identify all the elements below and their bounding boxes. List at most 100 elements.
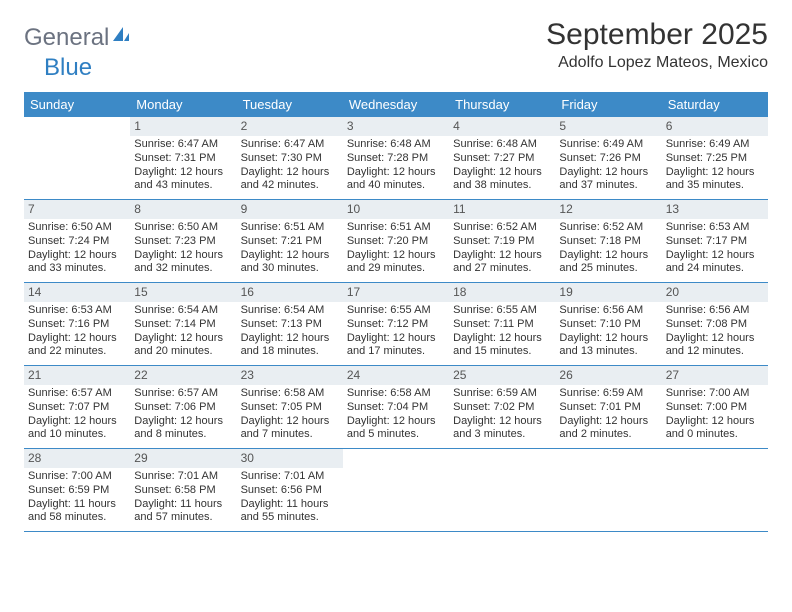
day-cell: 19Sunrise: 6:56 AMSunset: 7:10 PMDayligh…	[555, 283, 661, 365]
day-cell: 29Sunrise: 7:01 AMSunset: 6:58 PMDayligh…	[130, 449, 236, 531]
dow-cell: Friday	[555, 92, 661, 117]
day-number: 30	[237, 449, 343, 468]
daylight-line: Daylight: 12 hours and 12 minutes.	[666, 332, 764, 360]
sunrise-line: Sunrise: 6:52 AM	[559, 221, 657, 235]
daylight-line: Daylight: 12 hours and 18 minutes.	[241, 332, 339, 360]
day-number: 20	[662, 283, 768, 302]
day-cell: 16 Sunrise: 6:54 AMSunset: 7:13 PMDayligh…	[237, 283, 343, 365]
day-cell: 24Sunrise: 6:58 AMSunset: 7:04 PMDayligh…	[343, 366, 449, 448]
logo: General	[24, 24, 131, 52]
day-number: 19	[555, 283, 661, 302]
day-cell: 5Sunrise: 6:49 AMSunset: 7:26 PMDaylight…	[555, 117, 661, 199]
title-block: September 2025 Adolfo Lopez Mateos, Mexi…	[546, 18, 768, 72]
calendar-page: General September 2025 Adolfo Lopez Mate…	[0, 0, 792, 544]
sunset-line: Sunset: 7:05 PM	[241, 401, 339, 415]
sunset-line: Sunset: 7:19 PM	[453, 235, 551, 249]
sunset-line: Sunset: 7:12 PM	[347, 318, 445, 332]
day-cell: 27Sunrise: 7:00 AMSunset: 7:00 PMDayligh…	[662, 366, 768, 448]
sunset-line: Sunset: 7:00 PM	[666, 401, 764, 415]
day-cell: 26Sunrise: 6:59 AMSunset: 7:01 PMDayligh…	[555, 366, 661, 448]
daylight-line: Daylight: 12 hours and 5 minutes.	[347, 415, 445, 443]
sunset-line: Sunset: 7:21 PM	[241, 235, 339, 249]
dow-cell: Thursday	[449, 92, 555, 117]
sunrise-line: Sunrise: 6:57 AM	[134, 387, 232, 401]
day-number: 13	[662, 200, 768, 219]
sunrise-line: Sunrise: 6:54 AM	[134, 304, 232, 318]
day-cell: 14Sunrise: 6:53 AMSunset: 7:16 PMDayligh…	[24, 283, 130, 365]
day-number: 16	[237, 283, 343, 302]
day-cell: 4Sunrise: 6:48 AMSunset: 7:27 PMDaylight…	[449, 117, 555, 199]
day-cell: 18Sunrise: 6:55 AMSunset: 7:11 PMDayligh…	[449, 283, 555, 365]
day-cell: 28Sunrise: 7:00 AMSunset: 6:59 PMDayligh…	[24, 449, 130, 531]
sunset-line: Sunset: 7:28 PM	[347, 152, 445, 166]
day-cell: 1Sunrise: 6:47 AMSunset: 7:31 PMDaylight…	[130, 117, 236, 199]
sunrise-line: Sunrise: 6:59 AM	[453, 387, 551, 401]
day-cell	[449, 449, 555, 531]
day-number: 1	[130, 117, 236, 136]
day-cell: 12Sunrise: 6:52 AMSunset: 7:18 PMDayligh…	[555, 200, 661, 282]
dow-cell: Sunday	[24, 92, 130, 117]
sunrise-line: Sunrise: 7:00 AM	[28, 470, 126, 484]
sunrise-line: Sunrise: 6:49 AM	[666, 138, 764, 152]
day-of-week-header: SundayMondayTuesdayWednesdayThursdayFrid…	[24, 92, 768, 117]
daylight-line: Daylight: 12 hours and 17 minutes.	[347, 332, 445, 360]
sunrise-line: Sunrise: 6:48 AM	[453, 138, 551, 152]
day-number: 3	[343, 117, 449, 136]
day-cell: 30 Sunrise: 7:01 AMSunset: 6:56 PMDayligh…	[237, 449, 343, 531]
day-cell: 8Sunrise: 6:50 AMSunset: 7:23 PMDaylight…	[130, 200, 236, 282]
daylight-line: Daylight: 12 hours and 22 minutes.	[28, 332, 126, 360]
day-cell: 6Sunrise: 6:49 AMSunset: 7:25 PMDaylight…	[662, 117, 768, 199]
daylight-line: Daylight: 12 hours and 40 minutes.	[347, 166, 445, 194]
day-number: 23	[237, 366, 343, 385]
sunset-line: Sunset: 6:56 PM	[241, 484, 339, 498]
day-cell: 9Sunrise: 6:51 AMSunset: 7:21 PMDaylight…	[237, 200, 343, 282]
day-number: 29	[130, 449, 236, 468]
sunrise-line: Sunrise: 6:47 AM	[134, 138, 232, 152]
day-number: 22	[130, 366, 236, 385]
sunrise-line: Sunrise: 6:47 AM	[241, 138, 339, 152]
logo-sail-icon	[111, 25, 131, 48]
daylight-line: Daylight: 12 hours and 25 minutes.	[559, 249, 657, 277]
week-row: 7Sunrise: 6:50 AMSunset: 7:24 PMDaylight…	[24, 200, 768, 283]
sunrise-line: Sunrise: 6:54 AM	[241, 304, 339, 318]
sunrise-line: Sunrise: 6:51 AM	[347, 221, 445, 235]
week-row: 1Sunrise: 6:47 AMSunset: 7:31 PMDaylight…	[24, 117, 768, 200]
daylight-line: Daylight: 12 hours and 10 minutes.	[28, 415, 126, 443]
dow-cell: Saturday	[662, 92, 768, 117]
sunrise-line: Sunrise: 6:55 AM	[453, 304, 551, 318]
sunrise-line: Sunrise: 6:52 AM	[453, 221, 551, 235]
sunrise-line: Sunrise: 6:50 AM	[28, 221, 126, 235]
day-cell: 21Sunrise: 6:57 AMSunset: 7:07 PMDayligh…	[24, 366, 130, 448]
sunrise-line: Sunrise: 6:50 AM	[134, 221, 232, 235]
daylight-line: Daylight: 12 hours and 29 minutes.	[347, 249, 445, 277]
sunset-line: Sunset: 7:13 PM	[241, 318, 339, 332]
sunset-line: Sunset: 7:07 PM	[28, 401, 126, 415]
sunset-line: Sunset: 7:27 PM	[453, 152, 551, 166]
sunset-line: Sunset: 7:11 PM	[453, 318, 551, 332]
day-number: 7	[24, 200, 130, 219]
day-cell: 22Sunrise: 6:57 AMSunset: 7:06 PMDayligh…	[130, 366, 236, 448]
sunset-line: Sunset: 6:58 PM	[134, 484, 232, 498]
sunset-line: Sunset: 7:23 PM	[134, 235, 232, 249]
daylight-line: Daylight: 12 hours and 33 minutes.	[28, 249, 126, 277]
sunset-line: Sunset: 7:20 PM	[347, 235, 445, 249]
day-number: 21	[24, 366, 130, 385]
day-cell: 20Sunrise: 6:56 AMSunset: 7:08 PMDayligh…	[662, 283, 768, 365]
day-cell: 25Sunrise: 6:59 AMSunset: 7:02 PMDayligh…	[449, 366, 555, 448]
daylight-line: Daylight: 12 hours and 42 minutes.	[241, 166, 339, 194]
sunrise-line: Sunrise: 6:56 AM	[559, 304, 657, 318]
daylight-line: Daylight: 12 hours and 7 minutes.	[241, 415, 339, 443]
daylight-line: Daylight: 12 hours and 0 minutes.	[666, 415, 764, 443]
day-cell: 15Sunrise: 6:54 AMSunset: 7:14 PMDayligh…	[130, 283, 236, 365]
day-cell: 23Sunrise: 6:58 AMSunset: 7:05 PMDayligh…	[237, 366, 343, 448]
sunrise-line: Sunrise: 7:01 AM	[241, 470, 339, 484]
day-number: 5	[555, 117, 661, 136]
week-row: 21Sunrise: 6:57 AMSunset: 7:07 PMDayligh…	[24, 366, 768, 449]
sunrise-line: Sunrise: 6:51 AM	[241, 221, 339, 235]
sunset-line: Sunset: 7:04 PM	[347, 401, 445, 415]
daylight-line: Daylight: 11 hours and 55 minutes.	[241, 498, 339, 526]
dow-cell: Wednesday	[343, 92, 449, 117]
day-cell	[24, 117, 130, 199]
daylight-line: Daylight: 12 hours and 15 minutes.	[453, 332, 551, 360]
sunset-line: Sunset: 7:14 PM	[134, 318, 232, 332]
